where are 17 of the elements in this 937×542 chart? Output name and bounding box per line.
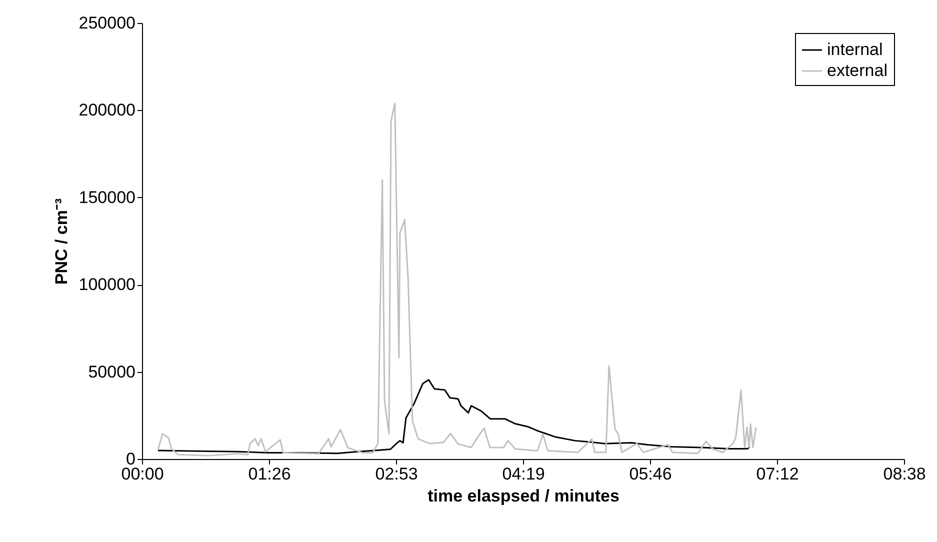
y-tick-label: 250000 (78, 14, 136, 32)
x-tick-label: 08:38 (883, 464, 926, 484)
line-series (157, 379, 751, 454)
x-tick-label: 01:26 (248, 464, 291, 484)
x-tick-label: 04:19 (502, 464, 545, 484)
legend-label: external (827, 61, 888, 80)
line-series (157, 102, 757, 456)
y-tick-label: 200000 (78, 100, 136, 120)
x-tick-label: 05:46 (629, 464, 672, 484)
x-axis-title: time elaspsed / minutes (428, 486, 620, 506)
y-tick-label: 150000 (78, 188, 136, 207)
x-tick-label: 07:12 (756, 464, 799, 484)
y-tick-label: 100000 (78, 275, 136, 294)
y-tick-label: 50000 (88, 362, 136, 382)
y-axis-title: PNC / cm⁻³ (52, 198, 71, 285)
legend-label: internal (827, 40, 883, 59)
x-tick-label: 02:53 (375, 464, 418, 484)
